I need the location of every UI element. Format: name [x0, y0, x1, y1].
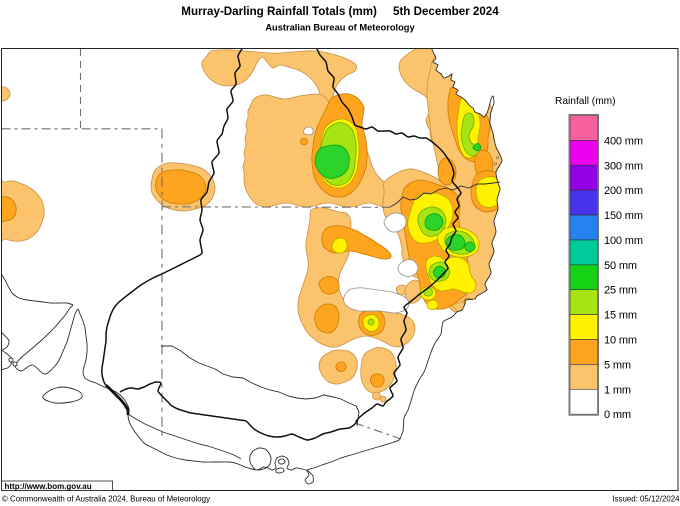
- svg-text:© Commonwealth of Australia 20: © Commonwealth of Australia 2024, Bureau…: [2, 495, 210, 504]
- svg-text:25 mm: 25 mm: [604, 285, 637, 297]
- svg-text:100 mm: 100 mm: [604, 235, 643, 247]
- svg-text:200 mm: 200 mm: [604, 185, 643, 197]
- svg-text:400 mm: 400 mm: [604, 135, 643, 147]
- svg-text:10 mm: 10 mm: [604, 335, 637, 347]
- svg-text:5 mm: 5 mm: [604, 359, 631, 371]
- svg-text:Issued: 05/12/2024: Issued: 05/12/2024: [612, 495, 680, 504]
- svg-text:50 mm: 50 mm: [604, 260, 637, 272]
- svg-text:300 mm: 300 mm: [604, 160, 643, 172]
- svg-text:Rainfall (mm): Rainfall (mm): [555, 96, 616, 107]
- svg-text:Australian Bureau of Meteorolo: Australian Bureau of Meteorology: [265, 23, 415, 33]
- svg-text:150 mm: 150 mm: [604, 210, 643, 222]
- svg-text:1 mm: 1 mm: [604, 384, 631, 396]
- svg-text:0 mm: 0 mm: [604, 409, 631, 421]
- svg-text:http://www.bom.gov.au: http://www.bom.gov.au: [5, 482, 92, 491]
- svg-text:Murray-Darling Rainfall Totals: Murray-Darling Rainfall Totals (mm) 5th …: [181, 5, 499, 18]
- svg-text:15 mm: 15 mm: [604, 310, 637, 322]
